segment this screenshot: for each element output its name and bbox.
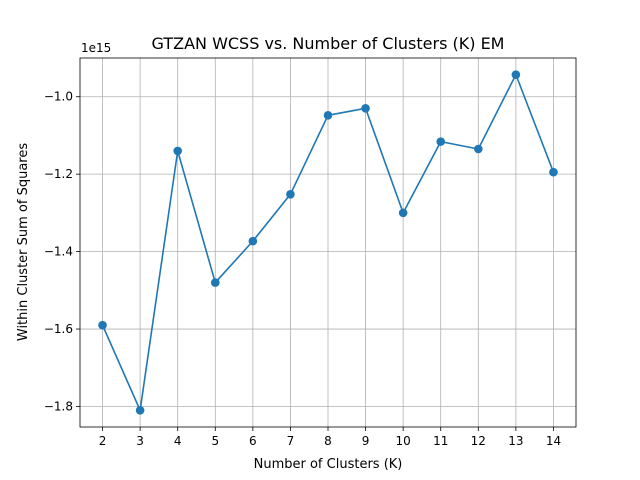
data-point [286,189,295,199]
x-tick-label: 5 [211,434,219,448]
data-point [173,146,182,156]
grid [80,58,576,427]
data-point [511,70,521,79]
data-point [474,144,483,154]
data-point [398,208,408,218]
y-tick-label: −1.6 [44,322,73,336]
x-tick-label: 6 [249,434,257,448]
x-tick-label: 8 [324,434,332,448]
y-axis-label: Within Cluster Sum of Squares [16,143,31,341]
x-tick-label: 4 [174,434,182,448]
x-tick-label: 11 [433,434,448,448]
y-tick-label: −1.8 [44,399,73,413]
data-point [98,320,107,330]
y-axis-offset-label: 1e15 [81,41,111,55]
x-tick-label: 13 [508,434,523,448]
data-point [436,137,446,146]
data-point [361,104,370,113]
x-tick-label: 7 [287,434,295,448]
x-tick-label: 9 [362,434,370,448]
data-point [210,278,220,287]
data-point [323,111,333,120]
x-tick-label: 14 [546,434,561,448]
x-tick-label: 12 [471,434,486,448]
data-point [549,167,558,177]
x-tick-label: 2 [99,434,107,448]
data-point [135,406,145,415]
axis-ticks: 2 3 4 5 6 7 8 9 10 11 12 13 14 −1.8 −1.6 −1.4 −1.2 −1.0 [44,90,561,448]
x-tick-label: 3 [136,434,144,448]
x-tick-label: 10 [396,434,411,448]
series-points [98,70,558,415]
y-tick-label: −1.4 [44,245,73,259]
y-tick-label: −1.2 [44,167,73,181]
chart-title: GTZAN WCSS vs. Number of Clusters (K) EM [152,34,505,53]
x-axis-label: Number of Clusters (K) [254,457,403,472]
y-tick-label: −1.0 [44,90,73,104]
data-point [248,236,258,246]
